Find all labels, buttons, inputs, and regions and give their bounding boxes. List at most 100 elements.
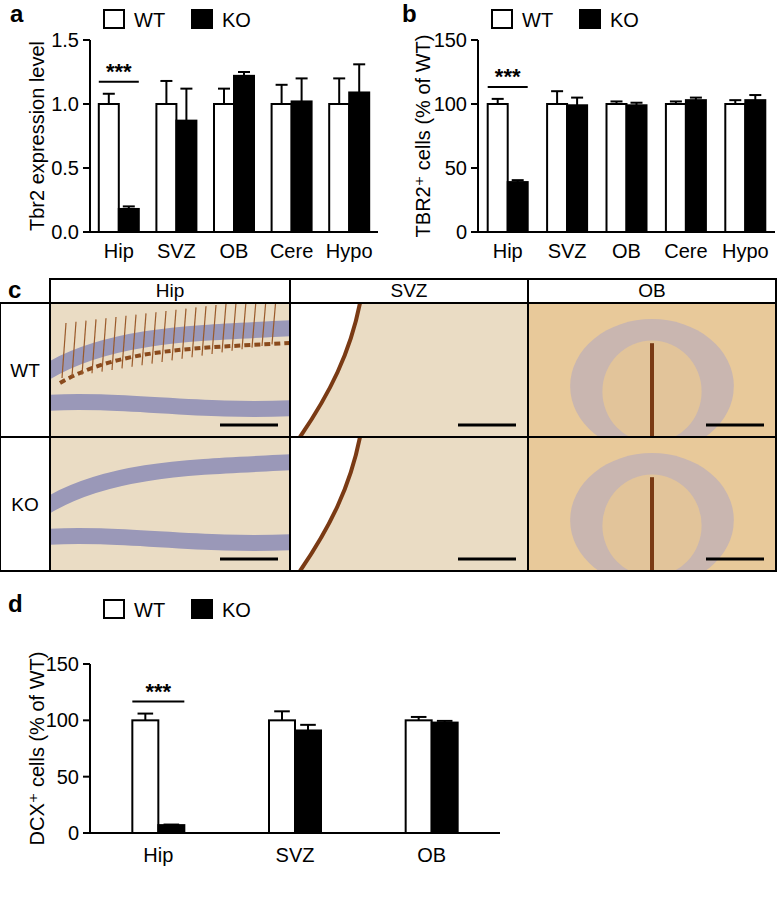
error-bar: [749, 95, 761, 100]
error-stem: [165, 81, 167, 104]
y-axis-label: TBR2⁺ cells (% of WT): [412, 35, 434, 238]
y-tick-label: 0.5: [51, 157, 79, 179]
stained-process: [232, 303, 236, 351]
error-bar: [103, 94, 115, 104]
stained-process: [182, 309, 186, 359]
marks: [488, 91, 766, 232]
image-panel: cHipSVZOBWTKO: [0, 276, 776, 587]
error-bar: [571, 98, 583, 106]
bar: [156, 104, 176, 232]
bar: [725, 104, 745, 232]
bar: [292, 101, 312, 232]
legend-label: WT: [134, 599, 165, 621]
stained-process: [222, 304, 226, 353]
inner-layer: [602, 475, 701, 571]
y-tick: [471, 103, 478, 105]
error-cap: [276, 84, 288, 86]
error-stem: [144, 714, 146, 721]
y-tick-label: 50: [57, 766, 79, 788]
table-frame: [50, 279, 776, 571]
error-cap: [411, 716, 427, 718]
error-bar: [160, 81, 172, 104]
y-tick: [83, 719, 90, 721]
error-bar: [690, 98, 702, 101]
legend-label: KO: [222, 9, 251, 31]
error-cap: [729, 99, 741, 101]
bar: [745, 100, 765, 232]
table-rule: [289, 279, 291, 571]
cell-layer: [50, 402, 290, 409]
y-axis: [89, 40, 91, 232]
stained-cells: [650, 343, 654, 437]
error-cap: [690, 97, 702, 99]
error-bar: [353, 64, 365, 92]
error-cap: [551, 90, 563, 92]
annotation: ***: [495, 64, 521, 89]
error-bar: [611, 101, 623, 104]
stained-process: [122, 316, 126, 369]
error-bar: [123, 206, 135, 209]
stained-process: [102, 318, 106, 371]
figure: 0.00.51.01.5HipSVZOBCereHypo***WTKOTbr2 …: [0, 0, 781, 905]
image-background: [290, 303, 528, 437]
y-tick-label: 1.5: [51, 29, 79, 51]
micrograph: [290, 303, 528, 437]
stained-process: [252, 303, 256, 348]
y-tick-label: 100: [434, 93, 467, 115]
error-bar: [138, 714, 154, 721]
stained-cells: [60, 343, 290, 383]
error-bar: [512, 180, 524, 182]
error-cap: [631, 102, 643, 104]
bar-chart: 050100150HipSVZOBCereHypo***WTKOTBR2⁺ ce…: [402, 0, 775, 262]
error-bar: [670, 101, 682, 104]
x-tick-label: Cere: [270, 240, 313, 262]
error-cap: [103, 93, 115, 95]
stained-process: [72, 322, 76, 377]
x-tick-label: SVZ: [157, 240, 196, 262]
stained-process: [162, 311, 166, 362]
error-bar: [274, 711, 290, 720]
error-cap: [492, 98, 504, 100]
panel-label: a: [10, 0, 24, 27]
bar: [349, 92, 369, 232]
y-tick-label: 150: [434, 29, 467, 51]
stained-process: [172, 310, 176, 361]
micrograph: [528, 437, 776, 571]
error-bar: [180, 89, 192, 121]
stained-process: [142, 313, 146, 365]
annotation: ***: [106, 59, 132, 84]
error-bar: [551, 91, 563, 104]
error-stem: [358, 64, 360, 92]
error-stem: [338, 78, 340, 104]
error-bar: [411, 717, 427, 720]
bar: [295, 730, 321, 833]
table-frame: [0, 303, 50, 571]
bar: [627, 105, 647, 232]
cell-layer: [50, 462, 290, 507]
error-cap: [749, 94, 761, 96]
scale-bar: [220, 424, 278, 427]
bar: [214, 104, 234, 232]
inner-layer: [602, 341, 701, 437]
error-cap: [296, 77, 308, 79]
bar: [269, 720, 295, 833]
bar: [119, 209, 139, 232]
x-tick-label: Hip: [493, 240, 523, 262]
ventricle: [290, 437, 360, 571]
row-label: WT: [10, 360, 40, 381]
y-axis: [477, 40, 479, 232]
error-cap: [180, 88, 192, 90]
error-stem: [281, 85, 283, 104]
y-tick: [83, 663, 90, 665]
x-tick-label: OB: [220, 240, 249, 262]
x-tick-label: Cere: [664, 240, 707, 262]
legend-swatch: [104, 600, 124, 618]
error-cap: [238, 71, 250, 73]
cell-layer: [570, 319, 734, 437]
stained-process: [202, 306, 206, 355]
marks: [132, 711, 457, 833]
y-tick-label: 1.0: [51, 93, 79, 115]
stained-process: [212, 305, 216, 354]
error-stem: [185, 89, 187, 121]
scale-bar: [220, 558, 278, 561]
